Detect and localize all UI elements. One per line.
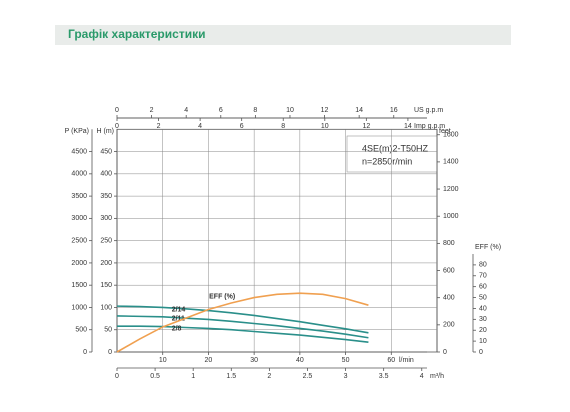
tick-label: 3 <box>344 373 348 380</box>
series-line <box>117 325 369 343</box>
tick-label: 1 <box>191 373 195 380</box>
tick-label: 16 <box>390 107 398 114</box>
legend-box <box>346 135 438 173</box>
axis-title: P (KPa) <box>65 128 89 135</box>
tick-label: 4 <box>420 373 424 380</box>
tick-label: 2.5 <box>303 373 313 380</box>
tick-label: 1000 <box>71 304 87 311</box>
tick-label: 30 <box>250 357 258 364</box>
tick-label: 0.5 <box>150 373 160 380</box>
tick-label: 0 <box>115 107 119 114</box>
axis-title: EFF (%) <box>475 244 501 251</box>
tick-label: 4000 <box>71 171 87 178</box>
tick-label: 3500 <box>71 193 87 200</box>
tick-label: 40 <box>479 305 487 312</box>
tick-label: 3.5 <box>379 373 389 380</box>
header-title: Графік характеристики <box>68 27 205 41</box>
axis-title: feet <box>439 128 451 135</box>
tick-label: 0 <box>108 349 112 356</box>
axis-title: H (m) <box>97 128 115 135</box>
series-label: EFF (%) <box>209 293 235 300</box>
axis-title: US g.p.m <box>414 107 443 114</box>
tick-label: 4500 <box>71 148 87 155</box>
tick-label: 200 <box>100 260 112 267</box>
tick-label: 0 <box>479 349 483 356</box>
tick-label: 1.5 <box>226 373 236 380</box>
tick-label: 30 <box>479 316 487 323</box>
tick-label: 1600 <box>443 132 459 139</box>
tick-label: 600 <box>443 267 455 274</box>
tick-label: 14 <box>355 107 363 114</box>
tick-label: 12 <box>321 107 329 114</box>
tick-label: 150 <box>100 282 112 289</box>
tick-label: 450 <box>100 148 112 155</box>
tick-label: 20 <box>479 327 487 334</box>
tick-label: 70 <box>479 273 487 280</box>
tick-label: 0 <box>115 123 119 130</box>
tick-label: 50 <box>342 357 350 364</box>
tick-label: 250 <box>100 237 112 244</box>
tick-label: 6 <box>219 107 223 114</box>
tick-label: 2 <box>157 123 161 130</box>
tick-label: 0 <box>83 349 87 356</box>
tick-label: 4 <box>198 123 202 130</box>
speed-label: n=2850r/min <box>362 156 412 166</box>
series-line <box>116 315 369 339</box>
tick-label: 400 <box>100 171 112 178</box>
tick-label: 10 <box>321 123 329 130</box>
axis-title: l/min <box>399 357 414 364</box>
axis-title: m³/h <box>430 373 444 380</box>
tick-label: 3000 <box>71 215 87 222</box>
tick-label: 60 <box>387 357 395 364</box>
tick-label: 350 <box>100 193 112 200</box>
tick-label: 2 <box>150 107 154 114</box>
tick-label: 1000 <box>443 213 459 220</box>
tick-label: 1200 <box>443 186 459 193</box>
tick-label: 500 <box>75 327 87 334</box>
tick-label: 20 <box>205 357 213 364</box>
tick-label: 2500 <box>71 237 87 244</box>
series-label: 2/11 <box>172 316 185 323</box>
tick-label: 1500 <box>71 282 87 289</box>
series-label: 2/8 <box>172 325 182 332</box>
tick-label: 10 <box>286 107 294 114</box>
tick-label: 60 <box>479 284 487 291</box>
series-line <box>116 292 369 353</box>
tick-label: 4 <box>184 107 188 114</box>
tick-label: 80 <box>479 262 487 269</box>
tick-label: 0 <box>443 349 447 356</box>
tick-label: 40 <box>296 357 304 364</box>
tick-label: 800 <box>443 240 455 247</box>
model-label: 4SE(m)2-T50HZ <box>362 143 429 153</box>
tick-label: 50 <box>479 294 487 301</box>
series-label: 2/14 <box>172 306 186 313</box>
tick-label: 14 <box>404 123 412 130</box>
tick-label: 10 <box>159 357 167 364</box>
tick-label: 8 <box>281 123 285 130</box>
axis-title: Imp g.p.m <box>414 123 445 130</box>
tick-label: 2000 <box>71 260 87 267</box>
tick-label: 1400 <box>443 159 459 166</box>
tick-label: 12 <box>362 123 370 130</box>
tick-label: 2 <box>267 373 271 380</box>
tick-label: 8 <box>253 107 257 114</box>
tick-label: 400 <box>443 295 455 302</box>
tick-label: 100 <box>100 304 112 311</box>
tick-label: 6 <box>240 123 244 130</box>
tick-label: 0 <box>115 373 119 380</box>
header-bar <box>55 25 511 45</box>
series-line <box>116 305 369 334</box>
tick-label: 200 <box>443 322 455 329</box>
tick-label: 10 <box>479 338 487 345</box>
tick-label: 300 <box>100 215 112 222</box>
tick-label: 50 <box>104 327 112 334</box>
